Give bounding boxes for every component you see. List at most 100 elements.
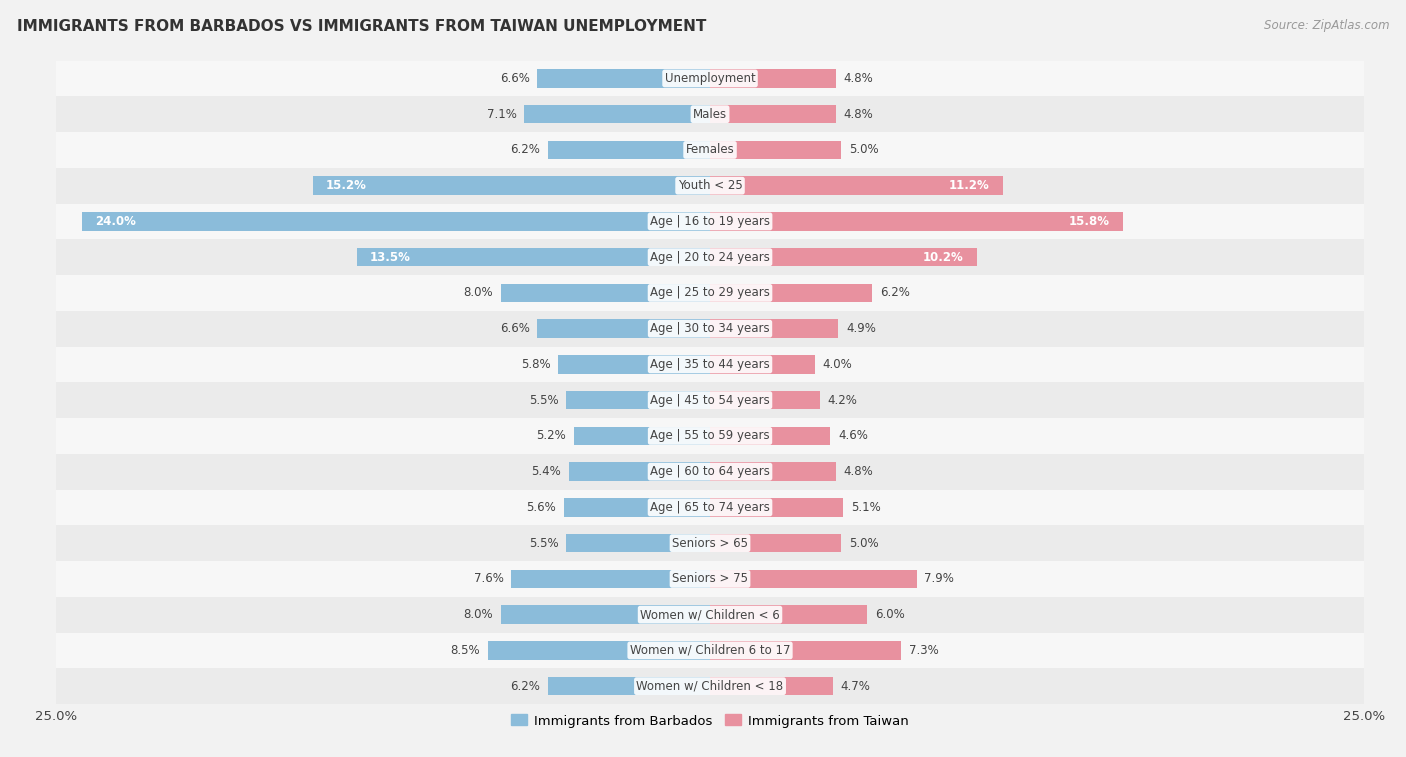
Text: Age | 60 to 64 years: Age | 60 to 64 years — [650, 465, 770, 478]
Bar — [710, 677, 832, 696]
Text: Age | 35 to 44 years: Age | 35 to 44 years — [650, 358, 770, 371]
Bar — [710, 212, 1123, 231]
Text: 4.7%: 4.7% — [841, 680, 870, 693]
Bar — [537, 69, 710, 88]
Text: 5.6%: 5.6% — [526, 501, 555, 514]
Bar — [312, 176, 710, 195]
Bar — [56, 96, 1364, 132]
Text: 15.8%: 15.8% — [1069, 215, 1111, 228]
Text: Youth < 25: Youth < 25 — [678, 179, 742, 192]
Text: Women w/ Children < 6: Women w/ Children < 6 — [640, 608, 780, 621]
Bar — [548, 677, 710, 696]
Bar — [56, 347, 1364, 382]
Bar — [710, 319, 838, 338]
Text: Age | 20 to 24 years: Age | 20 to 24 years — [650, 251, 770, 263]
Text: Seniors > 75: Seniors > 75 — [672, 572, 748, 585]
Text: 8.0%: 8.0% — [464, 608, 494, 621]
Bar — [558, 355, 710, 374]
Bar — [56, 382, 1364, 418]
Bar — [56, 239, 1364, 275]
Bar — [710, 176, 1002, 195]
Text: 5.0%: 5.0% — [849, 143, 879, 157]
Bar — [56, 61, 1364, 96]
Bar — [56, 490, 1364, 525]
Text: 4.8%: 4.8% — [844, 72, 873, 85]
Bar — [710, 463, 835, 481]
Text: 5.4%: 5.4% — [531, 465, 561, 478]
Text: 11.2%: 11.2% — [949, 179, 990, 192]
Bar — [567, 391, 710, 410]
Bar — [710, 391, 820, 410]
Bar — [710, 641, 901, 659]
Text: Women w/ Children 6 to 17: Women w/ Children 6 to 17 — [630, 644, 790, 657]
Text: 6.6%: 6.6% — [499, 72, 530, 85]
Bar — [56, 168, 1364, 204]
Bar — [488, 641, 710, 659]
Text: 4.0%: 4.0% — [823, 358, 852, 371]
Text: 4.8%: 4.8% — [844, 107, 873, 120]
Bar — [710, 284, 872, 302]
Bar — [83, 212, 710, 231]
Text: 13.5%: 13.5% — [370, 251, 411, 263]
Text: Seniors > 65: Seniors > 65 — [672, 537, 748, 550]
Text: IMMIGRANTS FROM BARBADOS VS IMMIGRANTS FROM TAIWAN UNEMPLOYMENT: IMMIGRANTS FROM BARBADOS VS IMMIGRANTS F… — [17, 19, 706, 34]
Bar — [56, 561, 1364, 597]
Text: 5.5%: 5.5% — [529, 537, 558, 550]
Text: 6.0%: 6.0% — [875, 608, 904, 621]
Bar — [710, 248, 977, 266]
Text: Males: Males — [693, 107, 727, 120]
Text: 24.0%: 24.0% — [96, 215, 136, 228]
Text: 4.6%: 4.6% — [838, 429, 868, 442]
Bar — [56, 525, 1364, 561]
Bar — [710, 355, 814, 374]
Bar — [56, 633, 1364, 668]
Bar — [56, 597, 1364, 633]
Text: Age | 30 to 34 years: Age | 30 to 34 years — [650, 322, 770, 335]
Text: 7.9%: 7.9% — [925, 572, 955, 585]
Text: Age | 65 to 74 years: Age | 65 to 74 years — [650, 501, 770, 514]
Text: Females: Females — [686, 143, 734, 157]
Text: 5.5%: 5.5% — [529, 394, 558, 407]
Bar — [524, 105, 710, 123]
Bar — [710, 606, 868, 624]
Text: 6.2%: 6.2% — [510, 143, 540, 157]
Text: 5.2%: 5.2% — [537, 429, 567, 442]
Bar — [501, 606, 710, 624]
Text: 6.6%: 6.6% — [499, 322, 530, 335]
Bar — [56, 132, 1364, 168]
Legend: Immigrants from Barbados, Immigrants from Taiwan: Immigrants from Barbados, Immigrants fro… — [506, 709, 914, 733]
Text: 8.0%: 8.0% — [464, 286, 494, 300]
Text: 8.5%: 8.5% — [450, 644, 479, 657]
Bar — [56, 204, 1364, 239]
Text: Age | 55 to 59 years: Age | 55 to 59 years — [650, 429, 770, 442]
Bar — [357, 248, 710, 266]
Text: Unemployment: Unemployment — [665, 72, 755, 85]
Bar — [710, 534, 841, 553]
Text: 7.3%: 7.3% — [908, 644, 939, 657]
Bar — [537, 319, 710, 338]
Bar — [710, 69, 835, 88]
Text: 4.2%: 4.2% — [828, 394, 858, 407]
Bar — [710, 141, 841, 159]
Text: 6.2%: 6.2% — [880, 286, 910, 300]
Text: Source: ZipAtlas.com: Source: ZipAtlas.com — [1264, 19, 1389, 32]
Text: Age | 16 to 19 years: Age | 16 to 19 years — [650, 215, 770, 228]
Text: 5.1%: 5.1% — [851, 501, 882, 514]
Bar — [574, 427, 710, 445]
Text: 4.8%: 4.8% — [844, 465, 873, 478]
Bar — [564, 498, 710, 517]
Text: Women w/ Children < 18: Women w/ Children < 18 — [637, 680, 783, 693]
Text: 5.8%: 5.8% — [520, 358, 551, 371]
Bar — [56, 275, 1364, 311]
Bar — [512, 569, 710, 588]
Bar — [548, 141, 710, 159]
Bar — [501, 284, 710, 302]
Bar — [569, 463, 710, 481]
Bar — [710, 427, 831, 445]
Bar — [56, 418, 1364, 453]
Text: 5.0%: 5.0% — [849, 537, 879, 550]
Bar — [56, 668, 1364, 704]
Text: 7.1%: 7.1% — [486, 107, 516, 120]
Bar — [56, 453, 1364, 490]
Text: 7.6%: 7.6% — [474, 572, 503, 585]
